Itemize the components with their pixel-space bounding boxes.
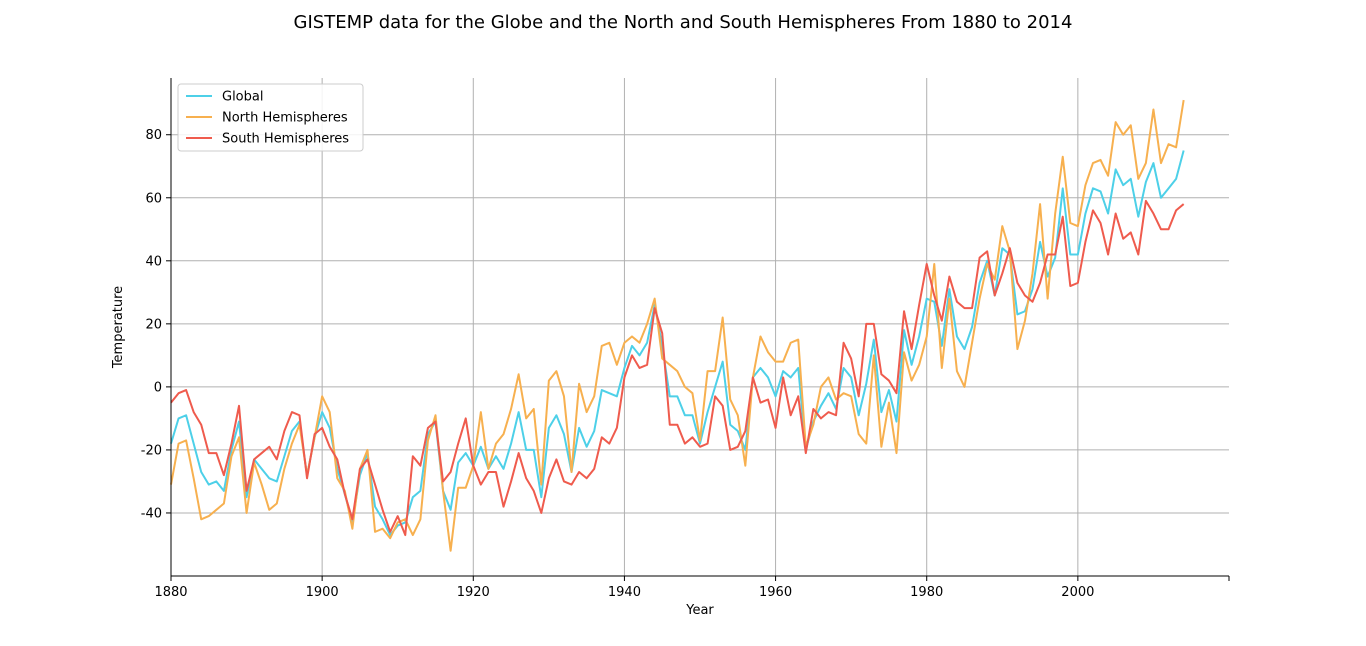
y-tick-label: -40 [141, 506, 162, 521]
y-axis-label: Temperature [111, 286, 126, 369]
x-tick-label: 1880 [154, 585, 187, 600]
series-line-1 [170, 99, 1185, 552]
x-tick-label: 1980 [910, 585, 943, 600]
x-tick-label: 1960 [759, 585, 792, 600]
legend-label-1: North Hemispheres [222, 111, 348, 126]
x-tick-label: 1940 [608, 585, 641, 600]
y-tick-label: 60 [145, 191, 162, 206]
plot-series [170, 99, 1185, 552]
legend-label-2: South Hemispheres [222, 132, 349, 147]
grid-lines [170, 78, 1229, 576]
y-tick-label: -20 [141, 443, 162, 458]
legend: Global North Hemispheres South Hemispheres [177, 83, 364, 152]
tick-marks: 1880 1900 1920 1940 1960 1980 2000 -40 -20 0 20 40 6… [141, 128, 1230, 600]
series-line-0 [170, 150, 1185, 537]
y-tick-label: 80 [145, 128, 162, 143]
y-tick-label: 40 [145, 254, 162, 269]
x-tick-label: 2000 [1061, 585, 1094, 600]
legend-box [177, 83, 364, 152]
x-tick-label: 1920 [457, 585, 490, 600]
axes [170, 78, 1229, 577]
legend-label-0: Global [222, 90, 263, 105]
chart-title: GISTEMP data for the Globe and the North… [294, 12, 1073, 33]
x-axis-label: Year [685, 603, 714, 618]
series-line-2 [170, 199, 1185, 537]
x-tick-label: 1900 [306, 585, 339, 600]
y-tick-label: 0 [154, 380, 162, 395]
y-tick-label: 20 [145, 317, 162, 332]
